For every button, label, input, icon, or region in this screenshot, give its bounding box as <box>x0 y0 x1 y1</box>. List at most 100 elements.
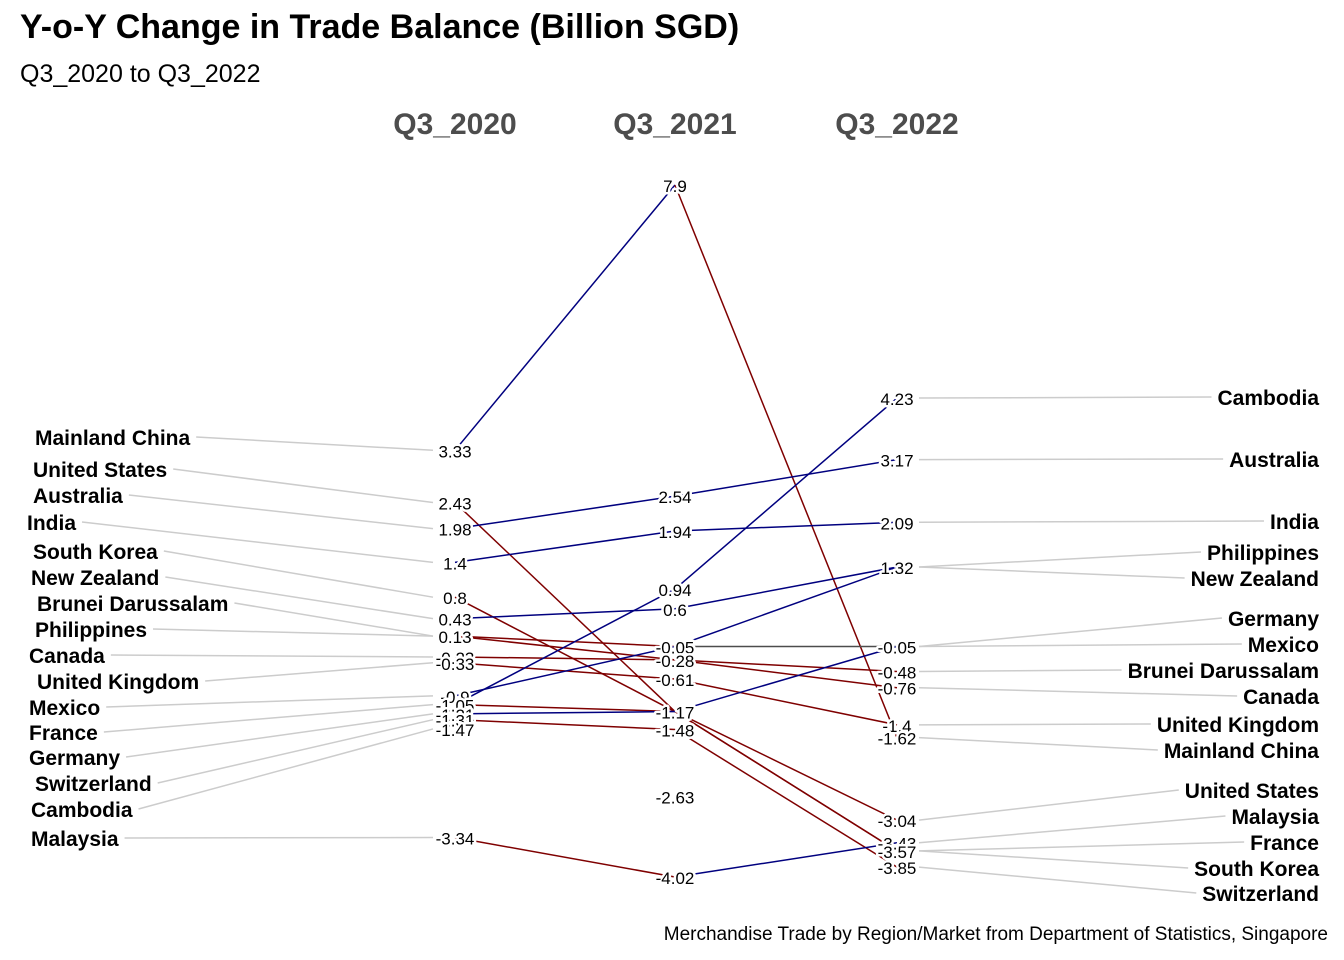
slope-lines <box>454 184 898 878</box>
right-label-brunei-darussalam: Brunei Darussalam <box>1128 660 1319 683</box>
value-label-q3_2022--3-43: -3.43 <box>878 835 917 854</box>
leader-left-india <box>81 521 434 564</box>
value-label-q3_2020--0-9: -0.9 <box>440 688 469 707</box>
leader-left-new-zealand <box>165 576 434 620</box>
value-label-q3_2021-0-6: 0.6 <box>663 601 687 620</box>
slope-new-zealand-2 <box>674 566 898 610</box>
value-label-q3_2022--3-85: -3.85 <box>878 859 917 878</box>
left-label-brunei-darussalam: Brunei Darussalam <box>37 593 228 616</box>
right-label-canada: Canada <box>1243 686 1319 709</box>
value-label-q3_2022-4-23: 4.23 <box>880 390 913 409</box>
value-label-q3_2021-7-9: 7.9 <box>663 177 687 196</box>
value-label-q3_2020--0-23: -0.23 <box>436 649 475 668</box>
slope-philippines-2 <box>674 566 898 648</box>
leader-left-brunei-darussalam <box>234 602 434 637</box>
leader-right-united-kingdom <box>918 723 1151 726</box>
leader-right-south-korea <box>918 850 1189 869</box>
period-header-q3-2022: Q3_2022 <box>835 108 958 141</box>
value-label-q3_2021-2-54: 2.54 <box>658 488 691 507</box>
value-label-q3_2022--1-4: -1.4 <box>882 717 911 736</box>
slope-canada-2 <box>674 659 898 689</box>
leader-right-india <box>918 520 1264 524</box>
left-label-switzerland: Switzerland <box>35 773 152 796</box>
value-label-q3_2020--1-31: -1.31 <box>436 712 475 731</box>
left-label-philippines: Philippines <box>35 619 147 642</box>
value-label-q3_2020--0-33: -0.33 <box>436 655 475 674</box>
left-label-india: India <box>27 512 76 535</box>
left-label-cambodia: Cambodia <box>31 799 133 822</box>
leader-left-cambodia <box>138 728 434 810</box>
value-label-q3_2022--0-48: -0.48 <box>878 663 917 682</box>
value-label-q3_2022--3-57: -3.57 <box>878 843 917 862</box>
slope-india-1 <box>454 530 676 564</box>
value-label-q3_2022--1-62: -1.62 <box>878 730 917 749</box>
right-label-cambodia: Cambodia <box>1217 387 1319 410</box>
slope-germany-2 <box>674 645 898 713</box>
period-header-q3-2020: Q3_2020 <box>393 108 516 141</box>
slope-france-1 <box>454 703 676 713</box>
value-label-q3_2020-0-13: 0.13 <box>438 628 471 647</box>
value-label-q3_2022-3-17: 3.17 <box>880 452 913 471</box>
leader-right-australia <box>918 458 1224 461</box>
slope-new-zealand-1 <box>454 608 676 620</box>
value-label-q3_2020-1-98: 1.98 <box>438 521 471 540</box>
right-label-mainland-china: Mainland China <box>1164 740 1319 763</box>
leader-left-philippines <box>152 628 434 637</box>
right-label-new-zealand: New Zealand <box>1191 568 1319 591</box>
value-label-q3_2020--3-34: -3.34 <box>436 830 475 849</box>
slope-india-2 <box>674 521 898 532</box>
right-label-malaysia: Malaysia <box>1231 806 1319 829</box>
slope-australia-2 <box>674 458 898 497</box>
value-label-q3_2022--3-04: -3.04 <box>878 812 917 831</box>
leader-right-canada <box>918 686 1238 697</box>
leader-left-switzerland <box>157 718 434 784</box>
value-label-q3_2021--1-17: -1.17 <box>656 704 695 723</box>
leader-right-new-zealand <box>918 566 1185 579</box>
value-label-q3_2021-1-94: 1.94 <box>658 523 691 542</box>
value-label-q3_2021--2-63: -2.63 <box>656 788 695 807</box>
slope-philippines-1 <box>454 635 676 648</box>
slope-mexico-1 <box>454 645 676 697</box>
value-label-q3_2022--0-76: -0.76 <box>878 680 917 699</box>
value-label-q3_2021-0-94: 0.94 <box>658 581 691 600</box>
chart-caption: Merchandise Trade by Region/Market from … <box>663 924 1328 945</box>
slope-switzerland-2 <box>674 728 898 868</box>
leader-left-australia <box>128 494 434 530</box>
value-label-q3_2021--4-02: -4.02 <box>656 869 695 888</box>
leader-right-switzerland <box>918 866 1197 894</box>
value-label-q3_2020-0-43: 0.43 <box>438 611 471 630</box>
leader-left-mexico <box>106 695 434 708</box>
slope-australia-1 <box>454 495 676 530</box>
left-label-mainland-china: Mainland China <box>35 427 190 450</box>
value-label-q3_2021--1-48: -1.48 <box>656 722 695 741</box>
leader-right-brunei-darussalam <box>918 669 1122 673</box>
leader-left-united-states <box>173 468 434 504</box>
slope-malaysia-2 <box>674 842 898 878</box>
left-label-united-states: United States <box>33 459 167 482</box>
left-country-labels: Mainland China United States Australia Indi… <box>27 427 228 851</box>
leader-left-mainland-china <box>196 436 434 452</box>
left-label-canada: Canada <box>29 645 105 668</box>
leader-right-malaysia <box>918 815 1226 844</box>
leader-left-united-kingdom <box>205 662 434 682</box>
slope-mainland-china-2 <box>674 184 898 738</box>
value-label-q3_2020--1-05: -1.05 <box>436 697 475 716</box>
slope-canada-1 <box>454 656 676 661</box>
value-label-q3_2020-3-33: 3.33 <box>438 442 471 461</box>
value-label-q3_2020-0-8: 0.8 <box>443 589 467 608</box>
value-label-q3_2022--0-05: -0.05 <box>878 639 917 658</box>
value-label-q3_2020-1-4: 1.4 <box>443 554 467 573</box>
value-label-q3_2022-1-32: 1.32 <box>880 559 913 578</box>
slope-mainland-china-1 <box>454 184 676 451</box>
right-country-labels: Cambodia Australia India Philippines New Zea… <box>1128 387 1320 906</box>
value-label-q3_2020-0-13: 0.13 <box>438 628 471 647</box>
leader-left-south-korea <box>163 550 434 598</box>
slope-cambodia-2 <box>674 397 898 590</box>
slope-united-kingdom-2 <box>674 678 898 726</box>
value-label-q3_2021--0-28: -0.28 <box>656 652 695 671</box>
right-label-mexico: Mexico <box>1248 634 1319 657</box>
slope-cambodia-1 <box>454 588 676 706</box>
value-label-q3_2020--1-21: -1.21 <box>436 706 475 725</box>
right-label-switzerland: Switzerland <box>1202 883 1319 906</box>
